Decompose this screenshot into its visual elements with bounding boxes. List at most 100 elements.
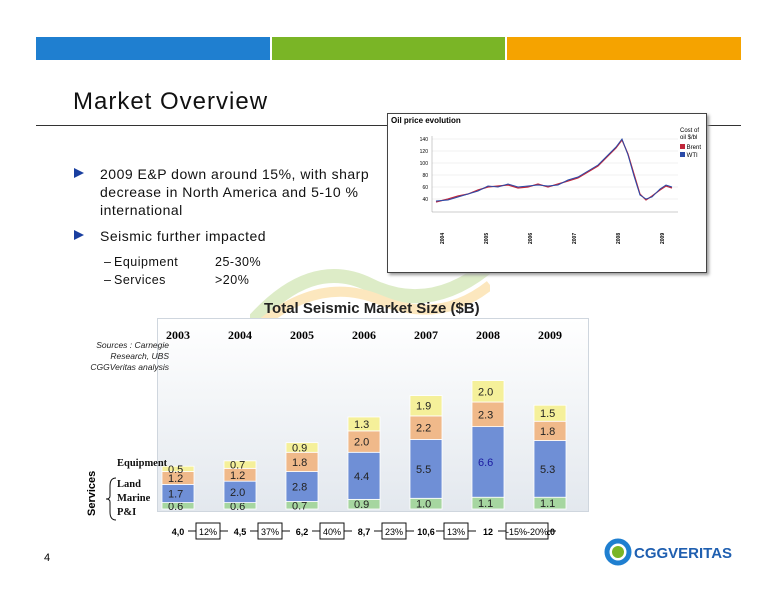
- bullet-item: Seismic further impacted: [74, 227, 389, 245]
- bar-segment: [533, 440, 567, 498]
- bar-value-label: 2.0: [230, 487, 245, 499]
- bar-segment: [347, 451, 381, 500]
- growth-box: [195, 522, 221, 540]
- legend-marine: Marine: [117, 493, 151, 504]
- header-bar-blue: [36, 37, 270, 60]
- sub-bullet-dash: –: [104, 273, 112, 287]
- total-label: 8,7: [358, 527, 371, 537]
- oil-year-label: 2008: [616, 233, 622, 244]
- bar-value-label: 1.8: [540, 426, 555, 438]
- growth-label: 37%: [261, 527, 279, 537]
- oil-legend-item: Brent: [680, 144, 706, 152]
- bar-segment: [285, 471, 319, 502]
- bar-segment: [161, 465, 195, 472]
- bar-value-label: 0.5: [168, 464, 183, 476]
- decorative-swoosh: [250, 259, 490, 325]
- bar-value-label: 1.1: [478, 498, 493, 510]
- year-label: 2004: [228, 328, 252, 342]
- growth-label: 12%: [199, 527, 217, 537]
- oil-year-label: 2007: [572, 233, 578, 244]
- total-label: 10,6: [417, 527, 435, 537]
- oil-y-tick: 140: [420, 137, 429, 143]
- bullet-list: 2009 E&P down around 15%, with sharp dec…: [74, 165, 389, 289]
- oil-chart-title: Oil price evolution: [391, 116, 461, 125]
- year-label: 2009: [538, 328, 562, 342]
- bar-value-label: 2.8: [292, 482, 307, 494]
- sub-bullet: – Equipment 25-30%: [74, 253, 389, 271]
- bar-value-label: 5.3: [540, 464, 555, 476]
- growth-label: 40%: [323, 527, 341, 537]
- oil-legend: Cost of oil $/bl Brent WTI: [680, 128, 706, 160]
- bar-segment: [409, 395, 443, 417]
- total-label: 4,5: [234, 527, 247, 537]
- bar-value-label: 1.2: [230, 470, 245, 482]
- total-label: 10: [545, 527, 555, 537]
- legend-pi: P&I: [117, 507, 137, 518]
- bullet-triangle-icon: [74, 230, 84, 240]
- bar-segment: [285, 442, 319, 453]
- page-title: Market Overview: [73, 88, 269, 115]
- growth-label: 13%: [447, 527, 465, 537]
- legend-services: Services: [86, 470, 98, 516]
- company-logo: CGGVERITAS: [604, 537, 740, 572]
- sub-bullet: – Services >20%: [74, 271, 389, 289]
- oil-y-tick: 80: [422, 173, 428, 179]
- growth-box: [257, 522, 283, 540]
- bar-segment: [347, 416, 381, 432]
- oil-y-tick: 60: [422, 185, 428, 191]
- wti-line: [435, 137, 673, 202]
- bar-value-label: 2.0: [478, 386, 493, 398]
- bar-segment: [223, 460, 257, 469]
- bar-value-label: 1.3: [354, 419, 369, 431]
- bar-value-label: 0.7: [230, 460, 245, 472]
- bar-value-label: 1.9: [416, 401, 431, 413]
- page-number: 4: [44, 552, 51, 564]
- bar-value-label: 5.5: [416, 464, 431, 476]
- bar-value-label: 1.5: [540, 408, 555, 420]
- bar-value-label: 4.4: [354, 471, 369, 483]
- oil-legend-title: Cost of oil $/bl: [680, 128, 700, 141]
- bar-value-label: 1.2: [168, 473, 183, 485]
- header-bar-green: [272, 37, 505, 60]
- bullet-text: Seismic further impacted: [100, 228, 267, 244]
- bar-value-label: 0.9: [354, 499, 369, 511]
- oil-year-label: 2006: [528, 233, 534, 244]
- bullet-triangle-icon: [74, 168, 84, 178]
- growth-box: [443, 522, 469, 540]
- bullet-item: 2009 E&P down around 15%, with sharp dec…: [74, 165, 389, 219]
- sub-bullet-value: 25-30%: [215, 255, 262, 269]
- sub-bullet-value: >20%: [215, 273, 250, 287]
- growth-label: 23%: [385, 527, 403, 537]
- oil-year-label: 2009: [660, 233, 666, 244]
- bar-segment: [533, 404, 567, 422]
- bar-value-label: 6.6: [478, 457, 493, 469]
- bar-value-label: 1.8: [292, 457, 307, 469]
- oil-y-tick: 120: [420, 149, 429, 155]
- services-brace: [105, 477, 117, 521]
- bar-segment: [409, 439, 443, 499]
- bar-value-label: 1.1: [540, 498, 555, 510]
- oil-year-label: 2004: [440, 233, 446, 244]
- bar-value-label: 1.0: [416, 499, 431, 511]
- growth-box: [381, 522, 407, 540]
- chart-sources: Sources : Carnegie Research, UBS CGGVeri…: [90, 340, 169, 372]
- header-bar-orange: [507, 37, 741, 60]
- sub-bullet-label: Services: [114, 273, 166, 287]
- growth-label: -15%-20%: [506, 527, 548, 537]
- svg-text:CGGVERITAS: CGGVERITAS: [634, 545, 732, 562]
- bar-value-label: 0.6: [168, 501, 183, 513]
- year-label: 2007: [414, 328, 438, 342]
- oil-y-tick: 40: [422, 197, 428, 203]
- year-label: 2008: [476, 328, 500, 342]
- legend-land: Land: [117, 479, 141, 490]
- growth-box: [319, 522, 345, 540]
- total-label: 12: [483, 527, 493, 537]
- oil-chart-plot: 140 120 100 80 60 40 2004 2005 2006 2007 2008 2009: [420, 136, 678, 244]
- bar-value-label: 0.6: [230, 501, 245, 513]
- bar-segment: [471, 401, 505, 428]
- bar-value-label: 2.0: [354, 437, 369, 449]
- oil-year-label: 2005: [484, 233, 490, 244]
- total-label: 4,0: [172, 527, 185, 537]
- cggveritas-logo-icon: CGGVERITAS: [604, 538, 732, 566]
